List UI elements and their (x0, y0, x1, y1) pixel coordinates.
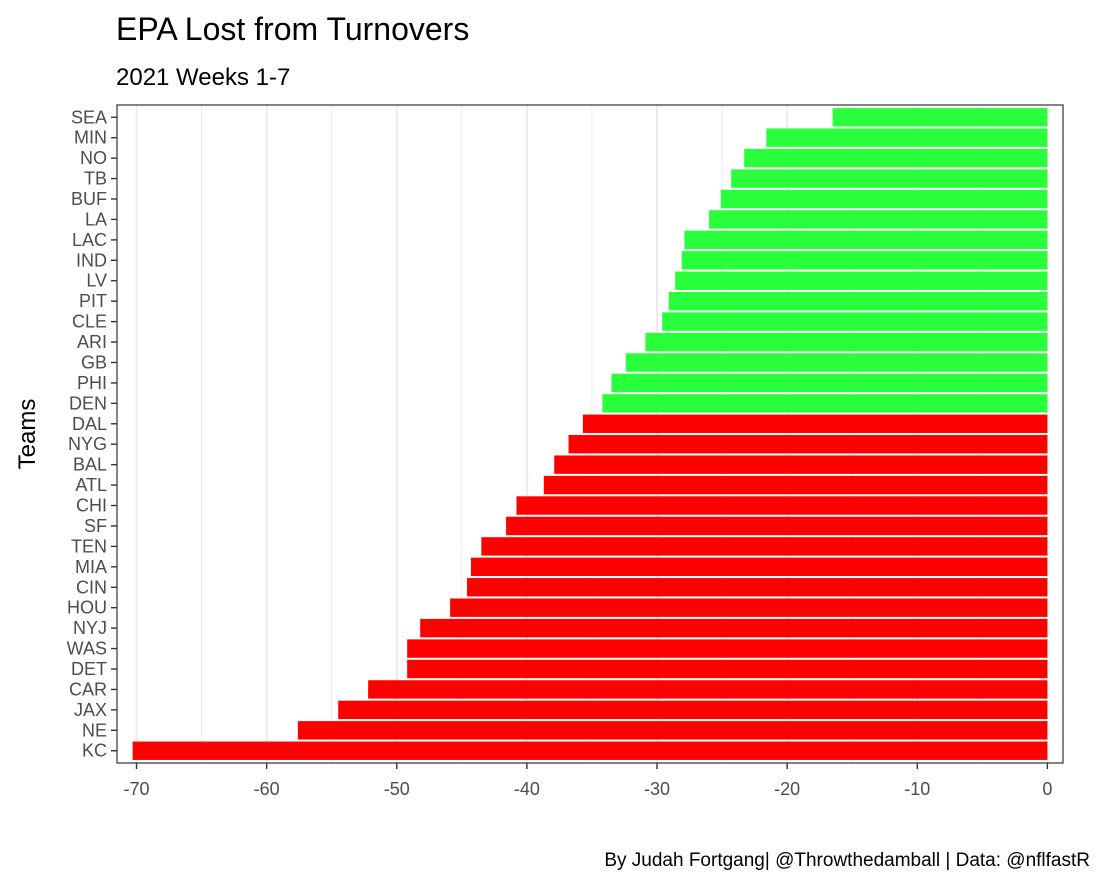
y-axis-label: Teams (14, 399, 41, 470)
bar-min (766, 128, 1048, 147)
y-tick-label-min: MIN (74, 128, 107, 148)
bar-atl (543, 475, 1048, 495)
y-tick-label-pit: PIT (79, 291, 107, 311)
bar-mia (470, 557, 1048, 577)
y-tick-label-phi: PHI (77, 373, 107, 393)
bar-bal (554, 455, 1048, 474)
panel-border (116, 104, 1064, 764)
y-tick-label-bal: BAL (73, 455, 107, 475)
bar-ten (481, 537, 1048, 556)
bar-kc (132, 741, 1048, 760)
bar-chi (516, 496, 1048, 515)
y-tick-label-nyj: NYJ (73, 618, 107, 638)
y-tick-label-kc: KC (82, 741, 107, 761)
bar-pit (668, 291, 1048, 311)
bar-det (407, 659, 1048, 679)
y-tick-label-ne: NE (82, 720, 107, 740)
chart-caption: By Judah Fortgang| @Throwthedamball | Da… (604, 850, 1090, 871)
bar-nyj (420, 618, 1048, 638)
y-tick-label-tb: TB (84, 169, 107, 189)
x-axis-ticks: -70 -60 -50 -40 -30 -20 -10 0 (124, 763, 1052, 799)
y-tick-label-den: DEN (69, 393, 107, 413)
bars (132, 108, 1048, 760)
bar-ne (297, 721, 1048, 740)
y-tick-label-nyg: NYG (68, 434, 107, 454)
bar-hou (450, 598, 1048, 617)
y-tick-label-sea: SEA (71, 107, 107, 127)
y-tick-label-atl: ATL (75, 475, 107, 495)
x-tick-label: -50 (384, 779, 410, 799)
x-tick-label: -60 (254, 779, 280, 799)
y-tick-label-cin: CIN (76, 577, 107, 597)
y-tick-label-ari: ARI (77, 332, 107, 352)
y-tick-label-ten: TEN (71, 536, 107, 556)
bar-no (744, 148, 1048, 168)
x-tick-label: -70 (124, 779, 150, 799)
y-tick-label-hou: HOU (67, 598, 107, 618)
y-tick-label-jax: JAX (74, 700, 107, 720)
y-tick-label-dal: DAL (72, 414, 107, 434)
y-tick-label-sf: SF (84, 516, 107, 536)
bar-jax (338, 700, 1048, 720)
bar-la (709, 210, 1048, 229)
bar-gb (625, 353, 1048, 372)
y-tick-label-la: LA (85, 209, 107, 229)
bar-dal (582, 414, 1048, 433)
bar-ind (681, 251, 1048, 270)
bar-tb (731, 169, 1048, 188)
y-tick-label-lac: LAC (72, 230, 107, 250)
y-tick-label-car: CAR (69, 679, 107, 699)
y-tick-label-lv: LV (86, 271, 107, 291)
y-tick-label-cle: CLE (72, 312, 107, 332)
y-tick-label-no: NO (80, 148, 107, 168)
y-tick-label-buf: BUF (71, 189, 107, 209)
bar-cle (662, 312, 1048, 331)
y-tick-label-was: WAS (67, 639, 107, 659)
bar-nyg (568, 435, 1048, 454)
chart-title: EPA Lost from Turnovers (116, 11, 469, 47)
bar-lac (684, 230, 1048, 250)
bar-sea (832, 108, 1048, 127)
x-tick-label: -10 (904, 779, 930, 799)
y-tick-label-ind: IND (76, 250, 107, 270)
x-tick-label: -40 (514, 779, 540, 799)
bar-sf (506, 516, 1048, 536)
y-tick-label-chi: CHI (76, 496, 107, 516)
y-tick-label-gb: GB (81, 352, 107, 372)
y-axis-ticks: SEAMINNOTBBUFLALACINDLVPITCLEARIGBPHIDEN… (67, 107, 117, 761)
bar-den (602, 394, 1048, 413)
bar-lv (675, 271, 1048, 290)
bar-was (407, 639, 1048, 658)
y-tick-label-det: DET (71, 659, 107, 679)
bar-buf (720, 189, 1048, 209)
bar-car (368, 680, 1048, 699)
bar-ari (645, 332, 1048, 352)
x-tick-label: -30 (644, 779, 670, 799)
x-tick-label: -20 (774, 779, 800, 799)
chart-subtitle: 2021 Weeks 1-7 (116, 64, 290, 91)
y-tick-label-mia: MIA (75, 557, 107, 577)
bar-cin (467, 578, 1048, 597)
x-tick-label: 0 (1042, 779, 1052, 799)
bar-phi (611, 373, 1048, 393)
